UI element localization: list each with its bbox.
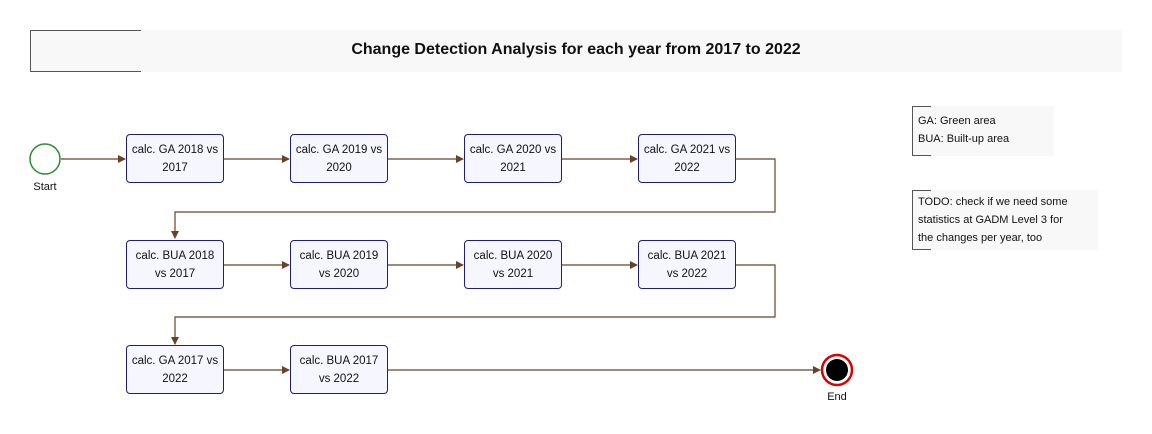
todo-note-line: statistics at GADM Level 3 for: [918, 214, 1063, 226]
legend-note-line: GA: Green area: [918, 115, 996, 127]
activity-bua-2017-vs-2022: calc. BUA 2017 vs 2022: [290, 345, 388, 394]
activity-line-1: calc. BUA 2019: [299, 249, 379, 262]
activity-bua-2018-vs-2017: calc. BUA 2018 vs 2017: [126, 240, 224, 289]
activity-line-2: vs 2022: [318, 372, 360, 385]
activity-line-1: calc. GA 2018 vs: [131, 143, 219, 156]
activity-line-1: calc. BUA 2018: [135, 249, 215, 262]
start-label: Start: [33, 181, 57, 193]
edge-ga2021-to-bua2018: [171, 158, 776, 239]
legend-note-line: BUA: Built-up area: [918, 133, 1010, 145]
activity-ga-2018-vs-2017: calc. GA 2018 vs 2017: [126, 134, 224, 183]
activity-bua-2021-vs-2022: calc. BUA 2021 vs 2022: [638, 240, 736, 289]
activity-ga-2020-vs-2021: calc. GA 2020 vs 2021: [464, 134, 562, 183]
activity-line-1: calc. BUA 2017: [299, 354, 379, 367]
title-bracket: [30, 30, 141, 72]
legend-note: GA: Green area BUA: Built-up area: [912, 106, 1054, 156]
activity-line-2: 2022: [674, 161, 700, 174]
activity-line-1: calc. GA 2017 vs: [131, 354, 219, 367]
activity-line-2: vs 2017: [154, 267, 196, 280]
todo-note-line: TODO: check if we need some: [918, 196, 1068, 208]
activity-line-1: calc. GA 2021 vs: [643, 143, 731, 156]
title-band: [30, 30, 1122, 72]
activity-line-2: 2020: [326, 161, 352, 174]
start-node: [29, 143, 61, 175]
activity-bua-2020-vs-2021: calc. BUA 2020 vs 2021: [464, 240, 562, 289]
activity-line-1: calc. GA 2019 vs: [295, 143, 383, 156]
activity-line-2: 2021: [500, 161, 526, 174]
activity-line-1: calc. GA 2020 vs: [469, 143, 557, 156]
activity-line-2: 2022: [162, 372, 188, 385]
activity-ga-2017-vs-2022: calc. GA 2017 vs 2022: [126, 345, 224, 394]
activity-line-1: calc. BUA 2021: [647, 249, 727, 262]
activity-line-2: vs 2020: [318, 267, 360, 280]
activity-line-2: vs 2021: [492, 267, 534, 280]
activity-ga-2019-vs-2020: calc. GA 2019 vs 2020: [290, 134, 388, 183]
activity-bua-2019-vs-2020: calc. BUA 2019 vs 2020: [290, 240, 388, 289]
activity-ga-2021-vs-2022: calc. GA 2021 vs 2022: [638, 134, 736, 183]
activity-line-2: vs 2022: [666, 267, 708, 280]
activity-line-2: 2017: [162, 161, 188, 174]
diagram-title: Change Detection Analysis for each year …: [351, 41, 801, 58]
activity-line-1: calc. BUA 2020: [473, 249, 553, 262]
edge-bua2021-to-ga2017: [171, 264, 776, 345]
todo-note-line: the changes per year, too: [918, 232, 1043, 244]
end-node-core: [826, 359, 848, 381]
todo-note: TODO: check if we need some statistics a…: [912, 190, 1098, 250]
end-label: End: [827, 391, 847, 403]
